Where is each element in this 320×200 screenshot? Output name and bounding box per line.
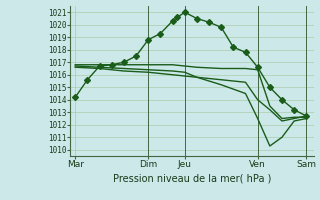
X-axis label: Pression niveau de la mer( hPa ): Pression niveau de la mer( hPa )	[113, 173, 271, 183]
